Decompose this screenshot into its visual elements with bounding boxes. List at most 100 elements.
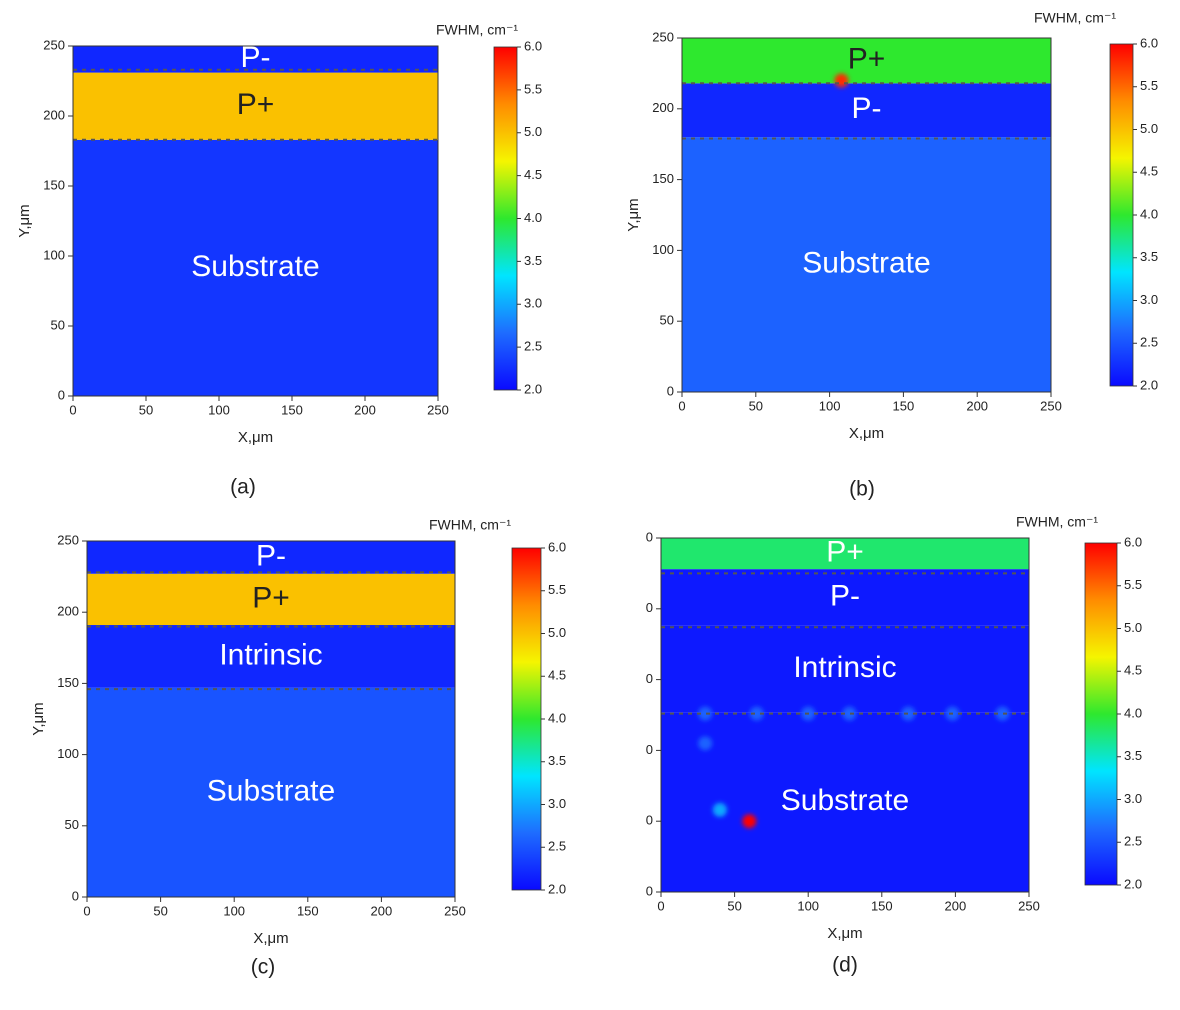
colorbar-tick-label: 3.0	[1124, 791, 1142, 806]
y-tick-label: 0	[58, 387, 65, 402]
x-tick-label: 250	[444, 903, 466, 918]
colorbar-tick-label: 2.5	[1140, 335, 1158, 350]
y-tick-label: 0	[72, 888, 79, 903]
y-tick-label: 0	[646, 529, 653, 544]
x-tick-label: 150	[281, 402, 303, 417]
layer-label: Intrinsic	[219, 638, 322, 671]
plot-frame	[660, 537, 1030, 893]
hot-spot	[698, 706, 713, 721]
layer-label: Substrate	[781, 784, 909, 817]
colorbar-tick-label: 3.5	[548, 753, 566, 768]
hot-spot	[995, 706, 1010, 721]
colorbar-label: FWHM, cm⁻¹	[1034, 10, 1116, 26]
y-tick-label: 50	[660, 313, 674, 328]
colorbar-tick-label: 3.0	[548, 796, 566, 811]
layer	[661, 625, 1029, 713]
layer	[87, 541, 455, 574]
x-axis-label: X,μm	[849, 425, 884, 442]
colorbar-tick-label: 6.0	[1124, 534, 1142, 549]
x-tick-label: 50	[727, 898, 741, 913]
colorbar-tick-label: 6.0	[1140, 35, 1158, 50]
layer	[682, 137, 1051, 392]
colorbar-tick-label: 2.0	[548, 881, 566, 896]
colorbar-tick-label: 5.5	[524, 81, 542, 96]
x-tick-label: 50	[749, 398, 763, 413]
layer-label: Intrinsic	[793, 651, 896, 684]
y-tick-label: 50	[51, 317, 65, 332]
layer-label: P+	[237, 88, 275, 121]
x-tick-label: 100	[797, 898, 819, 913]
layer-label: P+	[848, 43, 886, 76]
hot-spot	[742, 814, 757, 829]
colorbar-tick-label: 4.0	[1124, 705, 1142, 720]
colorbar	[493, 46, 518, 391]
colorbar-tick-label: 3.5	[1140, 249, 1158, 264]
colorbar-label: FWHM, cm⁻¹	[1016, 514, 1098, 530]
plot-frame	[86, 540, 456, 898]
layer	[661, 538, 1029, 570]
x-tick-label: 100	[223, 903, 245, 918]
y-tick-label: 150	[57, 675, 79, 690]
x-axis-label: X,μm	[238, 429, 273, 446]
colorbar-tick-label: 5.5	[548, 582, 566, 597]
y-tick-label: 0	[646, 742, 653, 757]
colorbar-tick-label: 5.5	[1124, 577, 1142, 592]
layer	[73, 139, 438, 396]
x-tick-label: 250	[1040, 398, 1062, 413]
y-tick-label: 200	[652, 100, 674, 115]
layer	[73, 46, 438, 73]
y-tick-label: 250	[43, 37, 65, 52]
heatmap	[682, 38, 1051, 392]
x-axis-label: X,μm	[827, 925, 862, 942]
heatmap	[87, 541, 455, 897]
x-tick-label: 50	[139, 402, 153, 417]
colorbar-tick-label: 2.5	[1124, 834, 1142, 849]
y-tick-label: 0	[646, 883, 653, 898]
x-tick-label: 0	[678, 398, 685, 413]
x-tick-label: 50	[153, 903, 167, 918]
colorbar-label: FWHM, cm⁻¹	[429, 517, 511, 533]
colorbar	[1109, 43, 1134, 387]
colorbar	[1084, 542, 1118, 886]
y-tick-label: 100	[652, 242, 674, 257]
colorbar-tick-label: 2.5	[524, 339, 542, 354]
y-tick-label: 250	[652, 29, 674, 44]
layer-label: Substrate	[207, 774, 335, 807]
layer	[682, 38, 1051, 84]
layer-label: P-	[256, 539, 286, 572]
x-tick-label: 100	[819, 398, 841, 413]
hot-spot	[712, 802, 727, 817]
panel-label: (b)	[849, 478, 875, 501]
hot-spot	[842, 706, 857, 721]
y-tick-label: 0	[667, 383, 674, 398]
x-tick-label: 200	[945, 898, 967, 913]
colorbar-tick-label: 2.0	[1124, 876, 1142, 891]
x-tick-label: 200	[371, 903, 393, 918]
layer-label: P+	[252, 581, 290, 614]
y-tick-label: 50	[65, 817, 79, 832]
colorbar	[511, 547, 542, 891]
colorbar-tick-label: 4.0	[524, 210, 542, 225]
y-tick-label: 200	[43, 107, 65, 122]
x-tick-label: 0	[657, 898, 664, 913]
layer	[87, 573, 455, 626]
x-tick-label: 250	[1018, 898, 1040, 913]
colorbar-tick-label: 5.5	[1140, 78, 1158, 93]
plot-frame	[681, 37, 1052, 393]
colorbar-tick-label: 3.5	[1124, 748, 1142, 763]
colorbar-tick-label: 4.5	[524, 167, 542, 182]
x-tick-label: 200	[966, 398, 988, 413]
y-tick-label: 0	[646, 813, 653, 828]
panel-label: (a)	[230, 476, 256, 499]
colorbar-tick-label: 5.0	[548, 625, 566, 640]
y-axis-label: Y,μm	[625, 198, 642, 231]
colorbar-label: FWHM, cm⁻¹	[436, 22, 518, 38]
colorbar-tick-label: 2.5	[548, 839, 566, 854]
hot-spot	[901, 706, 916, 721]
y-axis-label: Y,μm	[30, 702, 47, 735]
layer	[73, 72, 438, 140]
y-tick-label: 250	[57, 532, 79, 547]
x-tick-label: 200	[354, 402, 376, 417]
y-axis-label: Y,μm	[16, 204, 33, 237]
y-tick-label: 200	[57, 604, 79, 619]
